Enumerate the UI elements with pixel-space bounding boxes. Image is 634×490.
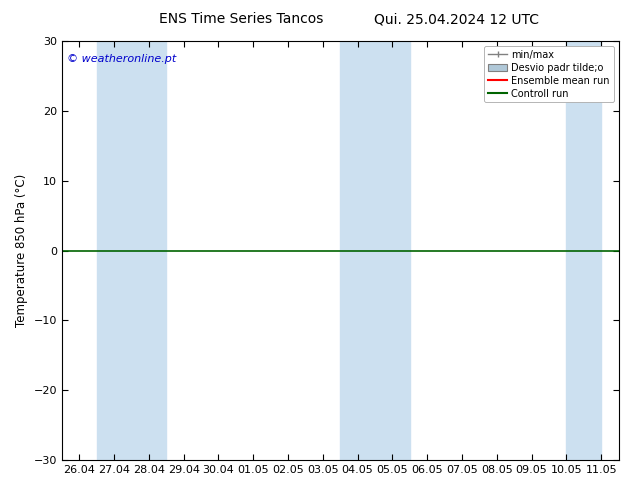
Y-axis label: Temperature 850 hPa (°C): Temperature 850 hPa (°C) xyxy=(15,174,28,327)
Text: © weatheronline.pt: © weatheronline.pt xyxy=(67,53,177,64)
Legend: min/max, Desvio padr tilde;o, Ensemble mean run, Controll run: min/max, Desvio padr tilde;o, Ensemble m… xyxy=(484,46,614,102)
Bar xyxy=(566,41,601,460)
Text: Qui. 25.04.2024 12 UTC: Qui. 25.04.2024 12 UTC xyxy=(374,12,539,26)
Bar xyxy=(97,41,166,460)
Bar xyxy=(340,41,410,460)
Text: ENS Time Series Tancos: ENS Time Series Tancos xyxy=(158,12,323,26)
